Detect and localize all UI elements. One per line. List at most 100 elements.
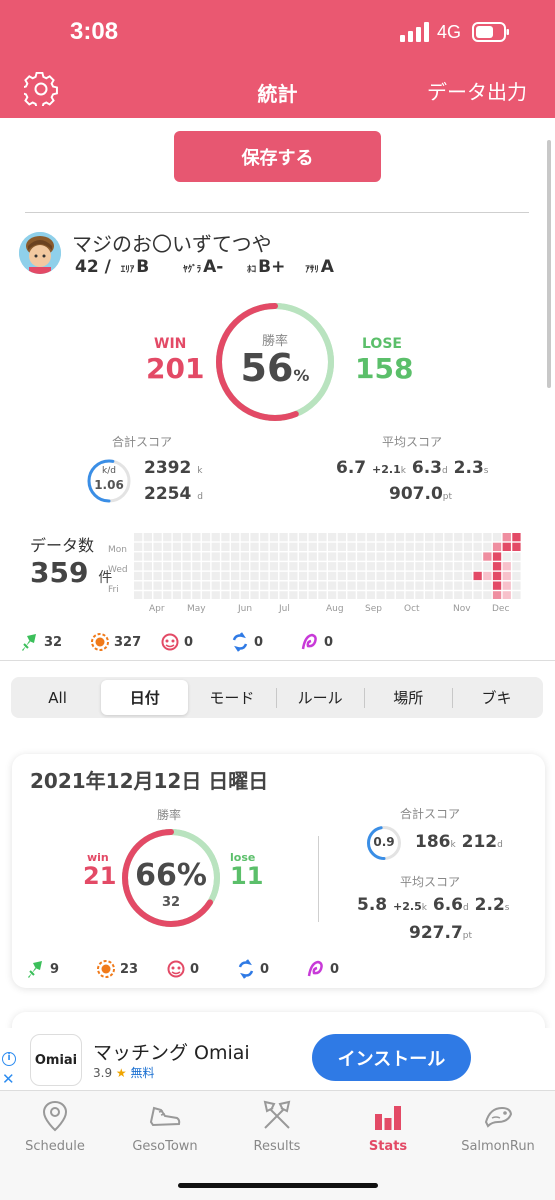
heatmap-cell [434,542,443,551]
ad-close-icon[interactable]: ✕ [2,1070,15,1088]
tab-label: Schedule [25,1139,85,1154]
segment-separator [275,687,277,708]
heatmap-cell [153,581,162,590]
heatmap-cell [289,581,298,590]
segment-stage[interactable]: 場所 [393,689,424,707]
heatmap-cell [134,581,143,590]
ad-title[interactable]: マッチング Omiai [93,1042,250,1064]
card-deaths: 212 [461,832,498,852]
heatmap-cell [163,552,172,561]
heatmap-cell [221,542,230,551]
mode-count-fest: 0 [306,959,376,979]
total-deaths: 2254 d [144,484,203,504]
ad-banner[interactable] [0,1028,555,1090]
heatmap-row-label: Wed [108,565,128,575]
private-icon [232,632,248,652]
data-count-value: 359 [30,556,89,589]
heatmap-cell [454,571,463,581]
heatmap-cell [328,581,337,590]
player-level: 42 [75,257,99,277]
heatmap-cell [492,552,502,561]
heatmap-cell [240,533,249,542]
heatmap-cell [163,581,172,590]
heatmap-cell [231,581,240,590]
tab-schedule[interactable]: Schedule [0,1098,110,1154]
heatmap-cell [415,562,424,571]
mode-count-fest: 0 [300,632,370,652]
export-data-button[interactable]: データ出力 [427,80,527,104]
heatmap-cell [434,552,443,561]
avg-deaths: 6.3 [411,458,443,478]
heatmap-cell [454,533,463,542]
heatmap-cell [143,552,152,561]
heatmap-cell [201,542,211,551]
heatmap-cell [347,581,356,590]
card-kills: 186 [415,832,451,852]
heatmap-cell [192,571,201,581]
heatmap-cell [201,571,211,581]
tab-stats[interactable]: Stats [333,1098,443,1154]
gear-icon[interactable] [24,72,58,106]
heatmap-cell [415,542,424,551]
heatmap-cell [376,581,385,590]
heatmap-cell [376,533,385,542]
tab-salmonrun[interactable]: SalmonRun [443,1098,553,1154]
heatmap-cell [463,533,473,542]
card-avg-kills: 5.8 [357,895,388,915]
home-indicator [178,1183,378,1188]
heatmap-cell [289,552,298,561]
heatmap-month-label: Aug [326,604,344,614]
heatmap-cell [444,591,453,599]
lose-count: 158 [355,352,414,385]
heatmap-cell [143,533,152,542]
mode-count-value: 9 [50,961,60,977]
turf-war-icon [28,961,42,978]
turf-war-icon [22,634,36,651]
heatmap-cell [153,542,162,551]
heatmap-cell [386,533,395,542]
ad-info-icon[interactable]: i [2,1052,16,1066]
heatmap-cell [240,571,249,581]
heatmap-cell [473,562,482,571]
heatmap-cell [201,562,211,571]
heatmap-cell [211,562,220,571]
heatmap-cell [444,562,453,571]
tab-gesotown[interactable]: GesoTown [110,1098,220,1154]
heatmap-cell [231,533,240,542]
heatmap-cell [172,571,182,581]
ad-app-logo[interactable]: Omiai [30,1034,82,1086]
heatmap-cell [221,581,230,590]
tab-results[interactable]: Results [222,1098,332,1154]
save-button[interactable]: 保存する [174,131,381,182]
heatmap-cell [318,581,327,590]
heatmap-cell [483,562,492,571]
segment-weapon[interactable]: ブキ [481,689,512,707]
heatmap-cell [328,552,337,561]
heatmap-cell [163,571,172,581]
star-icon: ★ [115,1066,127,1080]
segment-separator [363,687,365,708]
card-avg-points: 927.7pt [409,923,472,943]
heatmap-cell [337,552,346,561]
heatmap-cell [269,552,279,561]
heatmap-cell [308,552,317,561]
segment-all[interactable]: All [48,688,67,707]
heatmap-cell [240,552,249,561]
heatmap-cell [454,542,463,551]
data-count: 359 件 [30,556,112,589]
heatmap-cell [425,552,434,561]
rank-summary: 42 / ｴﾘｱ B ﾔｸﾞﾗ A- ﾎｺ B+ ｱｻﾘ A [75,257,334,277]
scrollbar[interactable] [547,140,551,388]
segment-date[interactable]: 日付 [101,680,189,715]
heatmap-cell [143,591,152,599]
heatmap-cell [463,552,473,561]
segment-rule[interactable]: ルール [297,689,343,707]
salmon-icon [484,1106,513,1128]
heatmap-cell [211,581,220,590]
heatmap-cell [279,591,288,599]
ad-install-button[interactable]: インストール [312,1034,471,1081]
segment-mode[interactable]: モード [209,689,255,707]
mode-count-value: 0 [260,961,270,977]
day-stats-card[interactable]: 2021年12月12日 日曜日 勝率 win 21 lose 11 66% 32… [12,754,545,988]
